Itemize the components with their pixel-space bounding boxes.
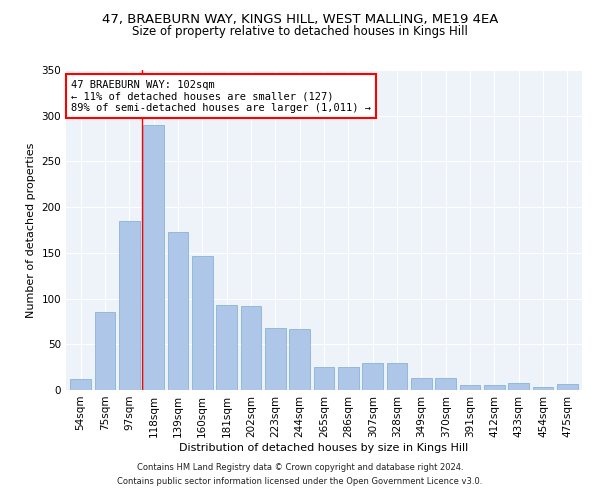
Bar — [70, 379, 91, 390]
Bar — [143, 125, 164, 390]
Bar — [533, 388, 553, 390]
Text: 47, BRAEBURN WAY, KINGS HILL, WEST MALLING, ME19 4EA: 47, BRAEBURN WAY, KINGS HILL, WEST MALLI… — [102, 12, 498, 26]
Text: Contains HM Land Registry data © Crown copyright and database right 2024.: Contains HM Land Registry data © Crown c… — [137, 464, 463, 472]
Y-axis label: Number of detached properties: Number of detached properties — [26, 142, 36, 318]
Bar — [119, 221, 140, 390]
Bar — [460, 386, 481, 390]
Bar — [436, 378, 456, 390]
Text: Size of property relative to detached houses in Kings Hill: Size of property relative to detached ho… — [132, 25, 468, 38]
Bar — [314, 367, 334, 390]
Bar — [484, 384, 505, 390]
Bar — [216, 305, 237, 390]
Bar — [362, 362, 383, 390]
Bar — [557, 384, 578, 390]
Text: 47 BRAEBURN WAY: 102sqm
← 11% of detached houses are smaller (127)
89% of semi-d: 47 BRAEBURN WAY: 102sqm ← 11% of detache… — [71, 80, 371, 113]
Text: Contains public sector information licensed under the Open Government Licence v3: Contains public sector information licen… — [118, 477, 482, 486]
Bar — [508, 382, 529, 390]
Bar — [289, 328, 310, 390]
Bar — [241, 306, 262, 390]
Bar — [95, 312, 115, 390]
X-axis label: Distribution of detached houses by size in Kings Hill: Distribution of detached houses by size … — [179, 442, 469, 452]
Bar — [265, 328, 286, 390]
Bar — [338, 367, 359, 390]
Bar — [192, 256, 212, 390]
Bar — [411, 378, 432, 390]
Bar — [386, 362, 407, 390]
Bar — [167, 232, 188, 390]
